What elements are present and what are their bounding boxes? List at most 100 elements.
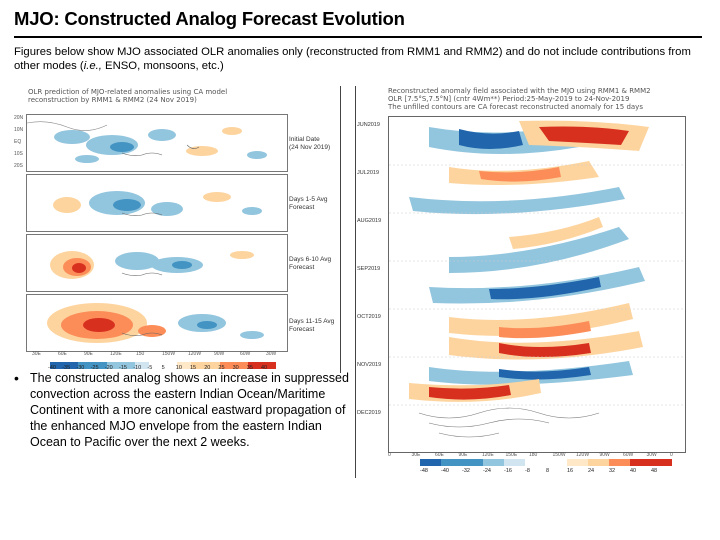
intro-prefix: Figures below show MJO associated OLR an… [14, 46, 691, 72]
colorbar-tick: 20 [204, 365, 211, 371]
lat-label: EQ [14, 139, 22, 145]
colorbar-cell [120, 362, 135, 369]
lon-label: 90W [214, 351, 225, 357]
colorbar-cell [609, 459, 630, 466]
lon-label: 30E [411, 452, 421, 458]
bullet-marker: • [14, 370, 19, 386]
colorbar-tick: -10 [133, 365, 142, 371]
colorbar-cell [420, 459, 441, 466]
lon-label: 150W [162, 351, 176, 357]
colorbar-tick: 5 [161, 365, 165, 371]
lon-label: 30W [646, 452, 657, 458]
colorbar-cell [651, 459, 672, 466]
bullet-text: The constructed analog shows an increase… [30, 371, 349, 449]
colorbar-cell [567, 459, 588, 466]
lon-label: 90W [599, 452, 610, 458]
maps-colorbar [50, 362, 276, 369]
month-label: SEP2019 [357, 266, 381, 272]
colorbar-cell [134, 362, 149, 369]
colorbar-tick: -24 [483, 468, 491, 474]
colorbar-cell [483, 459, 504, 466]
colorbar-cell [525, 459, 546, 466]
colorbar-tick: -20 [104, 365, 113, 371]
lat-label: 20S [14, 163, 23, 169]
month-label: JUL2019 [357, 170, 380, 176]
colorbar-tick: 40 [630, 468, 637, 474]
colorbar-tick: 16 [567, 468, 574, 474]
colorbar-tick: 25 [218, 365, 225, 371]
month-label: DEC2019 [357, 410, 381, 416]
lat-label: 10N [14, 127, 24, 133]
intro-suffix: ENSO, monsoons, etc.) [101, 60, 224, 72]
colorbar-tick: -8 [525, 468, 530, 474]
colorbar-tick: -5 [147, 365, 153, 371]
lon-label: 60W [623, 452, 634, 458]
colorbar-tick: 15 [190, 365, 197, 371]
lon-label: 60W [240, 351, 251, 357]
colorbar-cell [205, 362, 220, 369]
colorbar-cell [588, 459, 609, 466]
lon-label: 30W [266, 351, 277, 357]
lon-label: 60E [435, 452, 444, 458]
colorbar-cell [92, 362, 107, 369]
colorbar-cell [163, 362, 178, 369]
lon-label: 60E [58, 351, 67, 357]
colorbar-tick: 24 [588, 468, 595, 474]
colorbar-cell [78, 362, 93, 369]
colorbar-tick: 8 [546, 468, 550, 474]
colorbar-cell [441, 459, 462, 466]
map-label-days-6-10: Days 6-10 Avg Forecast [289, 256, 332, 271]
colorbar-tick: -16 [504, 468, 512, 474]
intro-text: Figures below show MJO associated OLR an… [14, 45, 704, 73]
lon-label: 30E [32, 351, 41, 357]
colorbar-tick: 32 [609, 468, 616, 474]
hovmoller-figure: Reconstructed anomaly field associated w… [355, 86, 686, 478]
month-label: JUN2019 [357, 122, 380, 128]
colorbar-cell [64, 362, 79, 369]
colorbar-tick: 48 [651, 468, 658, 474]
colorbar-tick: -32 [462, 468, 470, 474]
lat-label: 10S [14, 151, 23, 157]
colorbar-tick: -30 [76, 365, 85, 371]
lon-label: 150E [505, 452, 518, 458]
colorbar-tick: 40 [261, 365, 268, 371]
colorbar-tick: -35 [62, 365, 71, 371]
colorbar-cell [247, 362, 262, 369]
map-panel-days-6-10 [26, 234, 288, 292]
month-label: OCT2019 [357, 314, 381, 320]
lon-label: 120E [482, 452, 494, 458]
hovmoller-colorbar [420, 459, 672, 466]
map-panel-days-1-5 [26, 174, 288, 232]
colorbar-cell [148, 362, 163, 369]
lon-label: 0 [670, 452, 673, 458]
map-label-days-1-5: Days 1-5 Avg Forecast [289, 196, 328, 211]
month-label: NOV2019 [357, 362, 382, 368]
colorbar-tick: 10 [175, 365, 182, 371]
lon-label: 0 [388, 452, 391, 458]
lon-label: 150W [552, 452, 566, 458]
lat-label: 20N [14, 115, 24, 121]
month-label: AUG2019 [357, 218, 382, 224]
colorbar-cell [50, 362, 65, 369]
colorbar-cell [177, 362, 192, 369]
colorbar-cell [233, 362, 248, 369]
colorbar-cell [106, 362, 121, 369]
lon-label: 150 [136, 351, 145, 357]
lon-label: 180 [529, 452, 538, 458]
colorbar-tick: 30 [232, 365, 239, 371]
colorbar-cell [546, 459, 567, 466]
map-panel-initial [26, 114, 288, 172]
intro-italic: i.e., [83, 60, 102, 72]
slide-title: MJO: Constructed Analog Forecast Evoluti… [14, 8, 405, 29]
colorbar-cell [191, 362, 206, 369]
colorbar-tick: -25 [90, 365, 99, 371]
ca-forecast-maps-figure: OLR prediction of MJO-related anomalies … [14, 86, 341, 373]
map-panel-days-11-15 [26, 294, 288, 352]
colorbar-tick: -40 [441, 468, 449, 474]
lon-label: 90E [458, 452, 468, 458]
map-label-initial: Initial Date (24 Nov 2019) [289, 136, 331, 151]
maps-caption: OLR prediction of MJO-related anomalies … [28, 88, 228, 104]
colorbar-cell [462, 459, 483, 466]
colorbar-tick: -40 [48, 365, 56, 371]
lon-label: 90E [84, 351, 93, 357]
